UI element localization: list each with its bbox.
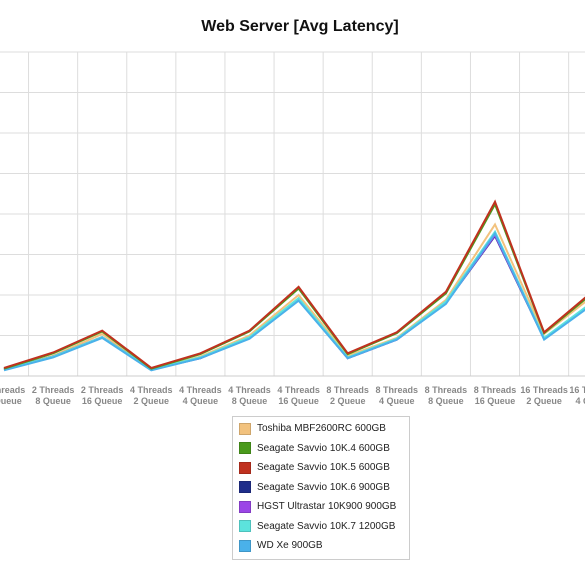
legend-swatch: [239, 461, 251, 474]
x-tick-label: 2 Threads: [32, 385, 75, 395]
series-line-5: [3, 229, 585, 371]
x-tick-label: 8 Queue: [428, 396, 464, 406]
series-lines: [3, 199, 585, 372]
x-tick-label: 4 Queue: [379, 396, 415, 406]
x-tick-label: 8 Queue: [232, 396, 268, 406]
series-line-6: [3, 231, 585, 372]
grid: [0, 51, 585, 377]
legend-swatch: [239, 422, 251, 435]
x-tick-label: 4 Queue: [183, 396, 219, 406]
legend-label: Seagate Savvio 10K.4 600GB: [257, 442, 390, 454]
legend-item[interactable]: Seagate Savvio 10K.5 600GB: [233, 458, 409, 478]
x-tick-label: 16 Queue: [278, 396, 319, 406]
x-tick-label: 8 Queue: [35, 396, 71, 406]
legend-item[interactable]: WD Xe 900GB: [233, 536, 409, 556]
x-tick-label: 4 Threads: [277, 385, 320, 395]
x-tick-label: 2 Queue: [134, 396, 170, 406]
x-tick-label: 4 Threads: [179, 385, 222, 395]
legend-label: Toshiba MBF2600RC 600GB: [257, 423, 386, 435]
legend-swatch: [239, 481, 251, 494]
legend-item[interactable]: Seagate Savvio 10K.7 1200GB: [233, 517, 409, 537]
chart-title: Web Server [Avg Latency]: [201, 18, 399, 35]
x-tick-label: 8 Threads: [425, 385, 468, 395]
legend: Toshiba MBF2600RC 600GB Seagate Savvio 10…: [232, 416, 410, 560]
legend-item[interactable]: HGST Ultrastar 10K900 900GB: [233, 497, 409, 517]
legend-item[interactable]: Seagate Savvio 10K.6 900GB: [233, 478, 409, 498]
legend-swatch: [239, 539, 251, 552]
x-tick-label: 8 Threads: [376, 385, 419, 395]
legend-swatch: [239, 442, 251, 455]
x-tick-label: 4 Threads: [228, 385, 271, 395]
legend-label: WD Xe 900GB: [257, 540, 323, 552]
legend-label: Seagate Savvio 10K.5 600GB: [257, 462, 390, 474]
legend-swatch: [239, 520, 251, 533]
x-tick-label: 8 Threads: [326, 385, 369, 395]
x-tick-label: 1 Queue: [0, 396, 22, 406]
x-tick-label: 1 Threads: [0, 385, 25, 395]
x-tick-label: 4 Queue: [575, 396, 585, 406]
x-tick-label: 2 Queue: [526, 396, 562, 406]
x-tick-label: 16 Queue: [82, 396, 123, 406]
x-tick-label: 16 Queue: [475, 396, 516, 406]
legend-label: HGST Ultrastar 10K900 900GB: [257, 501, 397, 513]
legend-swatch: [239, 500, 251, 513]
legend-item[interactable]: Toshiba MBF2600RC 600GB: [233, 419, 409, 439]
x-tick-label: 2 Threads: [81, 385, 124, 395]
x-tick-label: 16 Threads: [569, 385, 585, 395]
x-tick-label: 2 Queue: [330, 396, 366, 406]
x-tick-label: 8 Threads: [474, 385, 517, 395]
legend-item[interactable]: Seagate Savvio 10K.4 600GB: [233, 439, 409, 459]
legend-label: Seagate Savvio 10K.7 1200GB: [257, 520, 396, 532]
x-tick-label: 16 Threads: [520, 385, 568, 395]
series-line-2: [3, 199, 585, 370]
legend-label: Seagate Savvio 10K.6 900GB: [257, 481, 390, 493]
x-tick-label: 4 Threads: [130, 385, 173, 395]
series-line-0: [3, 222, 585, 371]
